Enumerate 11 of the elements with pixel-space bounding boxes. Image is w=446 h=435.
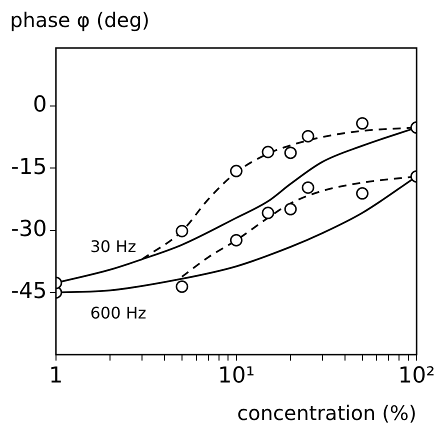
y-tick-label: -45 bbox=[10, 279, 47, 304]
y-tick-label: -30 bbox=[10, 217, 47, 242]
y-axis-title: phase φ (deg) bbox=[10, 8, 150, 32]
annotation: 30 Hz bbox=[90, 236, 136, 256]
y-tick-label: -15 bbox=[10, 154, 47, 180]
x-axis-title: concentration (%) bbox=[237, 401, 417, 426]
annotation: 600 Hz bbox=[90, 304, 146, 323]
x-tick-label: 10² bbox=[398, 364, 436, 389]
x-tick-label: 10¹ bbox=[218, 364, 255, 389]
x-tick-label: 1 bbox=[48, 364, 63, 389]
y-tick-label: 0 bbox=[32, 92, 47, 118]
